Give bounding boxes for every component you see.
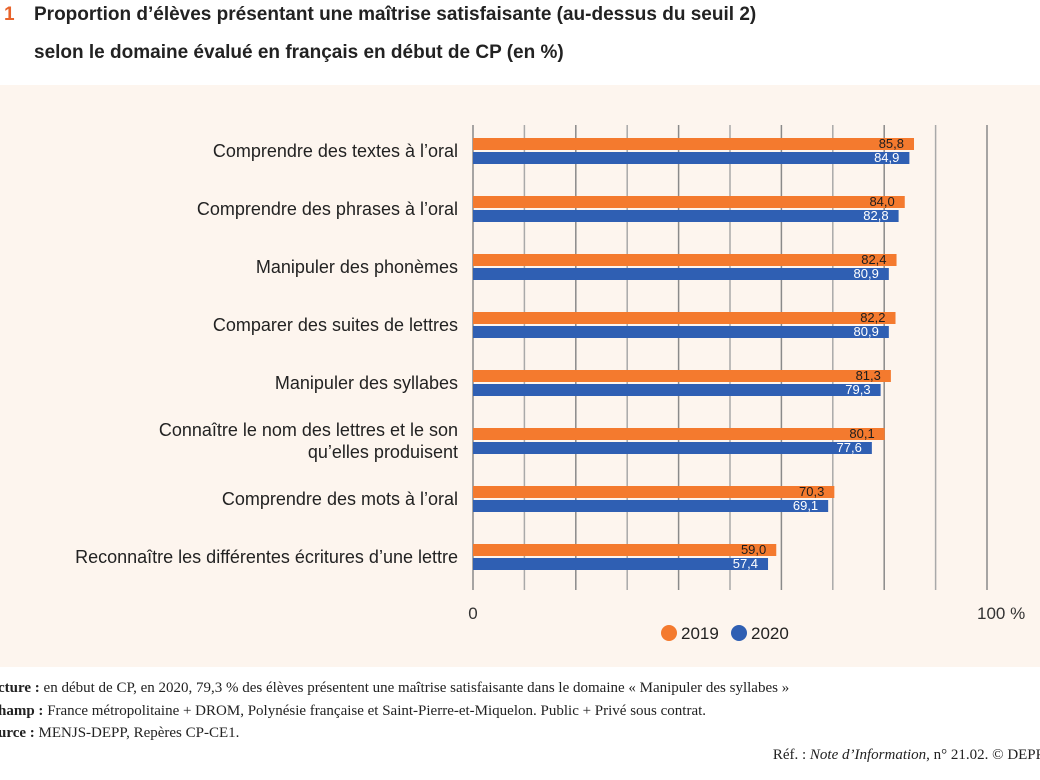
note-champ: hamp : France métropolitaine + DROM, Pol… — [0, 703, 706, 720]
note-lecture-text: en début de CP, en 2020, 79,3 % des élèv… — [39, 680, 790, 696]
bar-2019 — [473, 370, 891, 382]
bar-2019 — [473, 544, 777, 556]
bar-2020 — [473, 326, 889, 338]
bar-value-label: 84,0 — [869, 194, 894, 209]
legend-label-2019: 2019 — [681, 624, 719, 643]
bar-value-label: 70,3 — [799, 484, 824, 499]
x-tick-label-end: 100 % — [977, 604, 1025, 623]
bar-value-label: 84,9 — [874, 150, 899, 165]
ref-publication: Note d’Information — [809, 747, 927, 763]
bar-value-label: 69,1 — [793, 498, 818, 513]
bar-value-label: 80,9 — [854, 266, 879, 281]
bar-2020 — [473, 268, 889, 280]
category-label: Connaître le nom des lettres et le son — [159, 420, 458, 440]
category-label: Comparer des suites de lettres — [213, 315, 458, 335]
bar-value-label: 81,3 — [856, 368, 881, 383]
note-champ-text: France métropolitaine + DROM, Polynésie … — [43, 703, 707, 719]
bar-2020 — [473, 558, 769, 570]
bar-2019 — [473, 138, 915, 150]
note-source: urce : MENJS-DEPP, Repères CP-CE1. — [0, 725, 239, 742]
bar-value-label: 77,6 — [837, 440, 862, 455]
note-lecture: cture : en début de CP, en 2020, 79,3 % … — [0, 680, 789, 697]
bar-2019 — [473, 196, 905, 208]
category-label: Reconnaître les différentes écritures d’… — [75, 547, 458, 567]
bar-2019 — [473, 428, 885, 440]
bar-value-label: 80,9 — [854, 324, 879, 339]
ref-prefix: Réf. : — [772, 747, 810, 763]
chart-notes: cture : en début de CP, en 2020, 79,3 % … — [0, 677, 1040, 777]
bar-2019 — [473, 254, 897, 266]
figure-header: 1 Proportion d’élèves présentant une maî… — [0, 0, 1040, 85]
chart-title-line-1: Proportion d’élèves présentant une maîtr… — [34, 4, 757, 25]
category-label: Comprendre des phrases à l’oral — [197, 199, 458, 219]
legend-marker-2019 — [661, 625, 677, 641]
figure-number: 1 — [4, 4, 15, 25]
bar-value-label: 82,8 — [863, 208, 888, 223]
category-label: Manipuler des syllabes — [275, 373, 458, 393]
note-lecture-label: cture : — [0, 680, 40, 696]
legend-label-2020: 2020 — [751, 624, 789, 643]
bar-2019 — [473, 312, 896, 324]
chart-panel: 85,8 84,9 Comprendre des textes à l’oral 84… — [0, 85, 1040, 667]
bar-2020 — [473, 500, 829, 512]
x-tick-label-start: 0 — [468, 604, 477, 623]
category-label: Comprendre des textes à l’oral — [213, 141, 458, 161]
legend-marker-2020 — [731, 625, 747, 641]
note-source-text: MENJS-DEPP, Repères CP-CE1. — [34, 725, 240, 741]
bar-2020 — [473, 384, 881, 396]
bar-2020 — [473, 442, 872, 454]
bar-value-label: 79,3 — [845, 382, 870, 397]
note-champ-label: hamp : — [0, 703, 44, 719]
bar-2019 — [473, 486, 835, 498]
ref-suffix: , n° 21.02. © DEPP — [926, 747, 1040, 763]
bar-2020 — [473, 152, 910, 164]
category-label: Comprendre des mots à l’oral — [222, 489, 458, 509]
category-label: Manipuler des phonèmes — [256, 257, 458, 277]
bar-value-label: 59,0 — [741, 542, 766, 557]
bar-value-label: 80,1 — [849, 426, 874, 441]
category-label: qu’elles produisent — [308, 442, 458, 462]
note-source-label: urce : — [0, 725, 35, 741]
bar-value-label: 57,4 — [733, 556, 758, 571]
chart-title-line-2: selon le domaine évalué en français en d… — [34, 42, 564, 63]
note-reference: Réf. : Note d’Information, n° 21.02. © D… — [773, 747, 1040, 764]
bar-2020 — [473, 210, 899, 222]
bar-value-label: 82,4 — [861, 252, 886, 267]
bar-value-label: 85,8 — [879, 136, 904, 151]
bar-value-label: 82,2 — [860, 310, 885, 325]
bar-chart: 85,884,9 Comprendre des textes à l’oral 84… — [75, 125, 1025, 643]
